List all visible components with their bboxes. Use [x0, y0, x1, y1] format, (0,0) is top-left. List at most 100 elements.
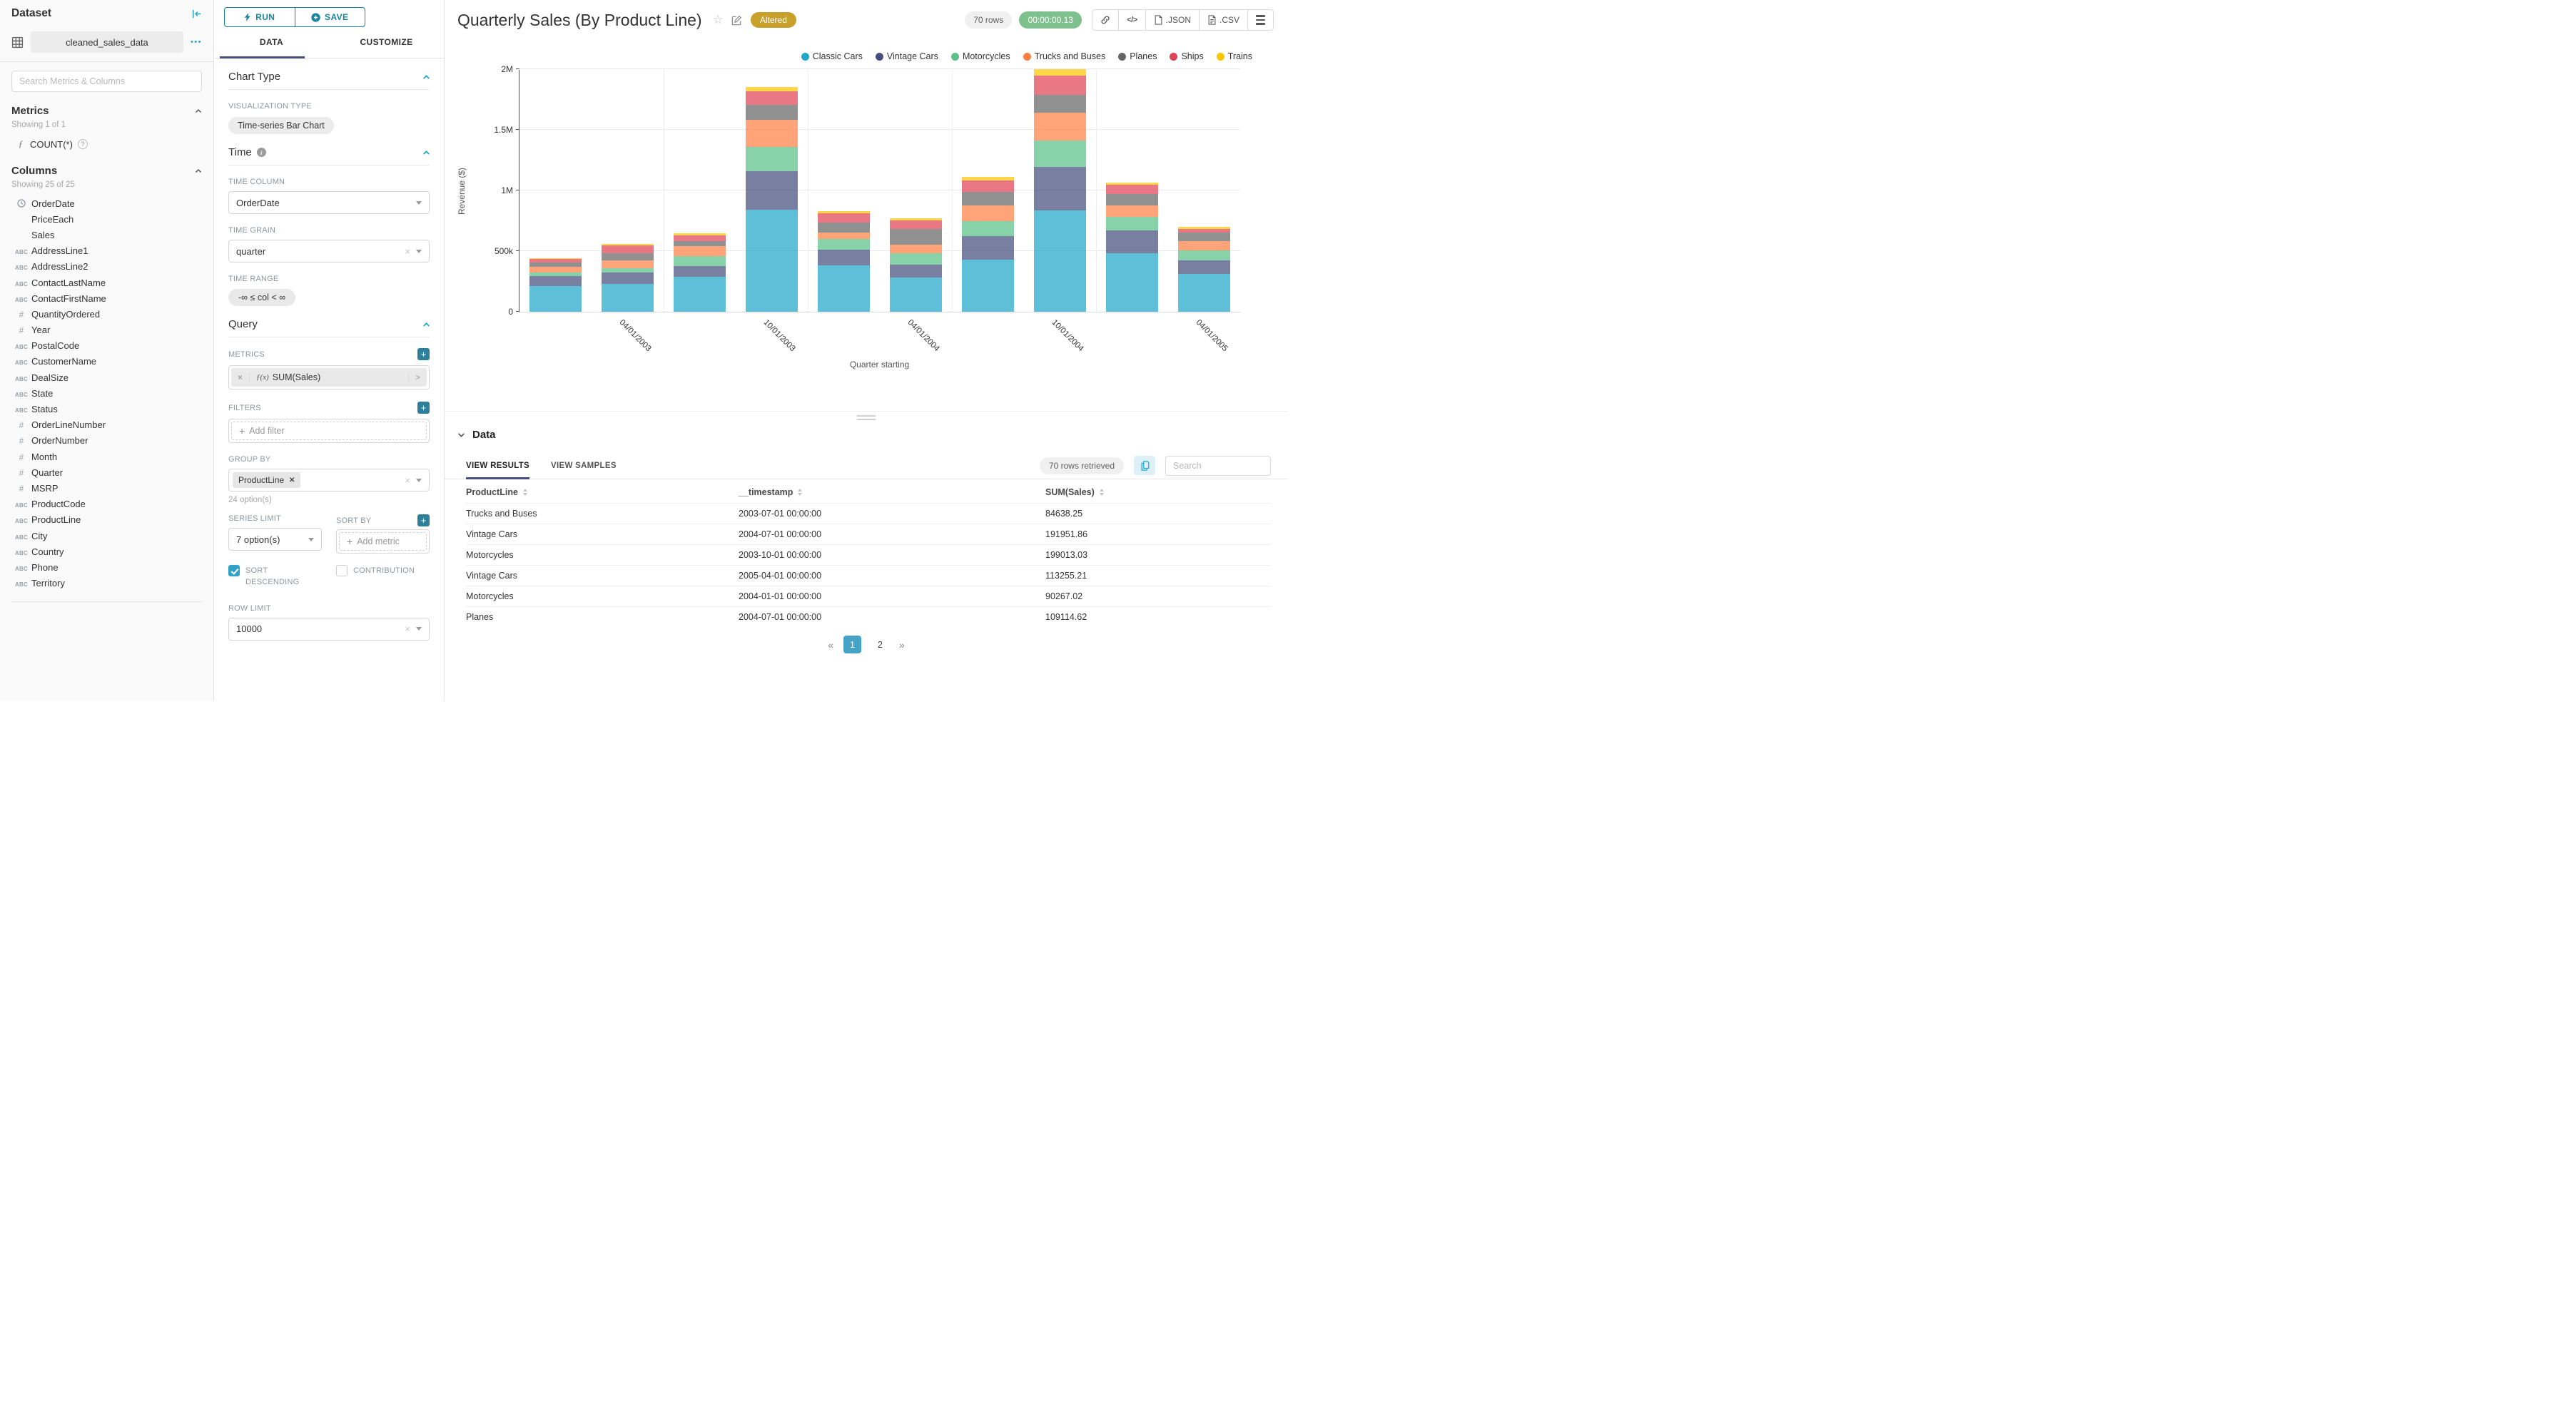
column-list-item[interactable]: ABC Territory — [0, 576, 213, 591]
chevron-right-icon[interactable]: > — [407, 372, 427, 382]
bar-segment[interactable] — [1178, 228, 1230, 233]
table-search-input[interactable] — [1165, 455, 1271, 476]
bar-segment[interactable] — [1034, 94, 1086, 113]
column-list-item[interactable]: ABC ProductCode — [0, 496, 213, 512]
bar-segment[interactable] — [674, 233, 726, 235]
pagination-next[interactable]: » — [899, 638, 905, 651]
column-list-item[interactable]: ABC Country — [0, 544, 213, 559]
save-button[interactable]: SAVE — [294, 8, 365, 26]
bar-segment[interactable] — [529, 286, 582, 312]
column-list-item[interactable]: Sales — [0, 227, 213, 243]
bar-segment[interactable] — [818, 211, 870, 213]
bar-segment[interactable] — [1034, 210, 1086, 312]
column-list-item[interactable]: # OrderNumber — [0, 433, 213, 449]
resize-handle[interactable] — [856, 415, 876, 420]
bar-segment[interactable] — [746, 119, 798, 148]
row-limit-select[interactable]: 10000 × — [228, 617, 430, 641]
bar-segment[interactable] — [1034, 113, 1086, 141]
stacked-bar[interactable] — [1178, 227, 1230, 312]
bar-segment[interactable] — [818, 223, 870, 233]
group-by-select[interactable]: ProductLine ✕ × — [228, 469, 430, 491]
pagination-prev[interactable]: « — [828, 638, 833, 651]
table-column-header[interactable]: SUM(Sales) — [1045, 487, 1271, 497]
bar-segment[interactable] — [674, 256, 726, 266]
legend-item[interactable]: Planes — [1118, 51, 1157, 61]
copy-link-button[interactable] — [1092, 10, 1119, 30]
column-list-item[interactable]: # MSRP — [0, 480, 213, 496]
bar-segment[interactable] — [602, 272, 654, 284]
bar-segment[interactable] — [602, 253, 654, 260]
bar-segment[interactable] — [962, 205, 1014, 222]
bar-segment[interactable] — [962, 176, 1014, 180]
chevron-up-icon[interactable] — [195, 168, 202, 175]
series-limit-select[interactable]: 7 option(s) — [228, 528, 322, 551]
bar-segment[interactable] — [890, 228, 942, 245]
stacked-bar[interactable] — [1106, 182, 1158, 312]
bar-segment[interactable] — [1178, 260, 1230, 275]
bar-segment[interactable] — [1106, 185, 1158, 195]
bar-segment[interactable] — [1178, 227, 1230, 229]
bar-segment[interactable] — [674, 276, 726, 312]
tab-data[interactable]: DATA — [214, 37, 329, 58]
sort-descending-checkbox[interactable] — [228, 565, 240, 576]
add-metric-button[interactable]: + — [417, 348, 430, 360]
table-column-header[interactable]: __timestamp — [739, 487, 1045, 497]
metric-item[interactable]: ƒ COUNT(*) ? — [11, 138, 202, 150]
bar-segment[interactable] — [1106, 253, 1158, 312]
bar-segment[interactable] — [746, 171, 798, 210]
legend-item[interactable]: Classic Cars — [801, 51, 863, 61]
bar-segment[interactable] — [890, 218, 942, 220]
bar-segment[interactable] — [818, 239, 870, 250]
contribution-checkbox[interactable] — [336, 565, 348, 576]
chevron-up-icon[interactable] — [195, 108, 202, 115]
bar-segment[interactable] — [962, 236, 1014, 260]
bar-segment[interactable] — [746, 210, 798, 312]
bar-segment[interactable] — [529, 272, 582, 277]
bar-segment[interactable] — [1178, 250, 1230, 261]
time-column-select[interactable]: OrderDate — [228, 191, 430, 214]
bar-segment[interactable] — [602, 283, 654, 312]
bar-segment[interactable] — [602, 268, 654, 273]
stacked-bar[interactable] — [746, 87, 798, 312]
bar-segment[interactable] — [674, 235, 726, 241]
legend-item[interactable]: Motorcycles — [950, 51, 1010, 61]
column-list-item[interactable]: PriceEach — [0, 211, 213, 227]
bar-segment[interactable] — [890, 220, 942, 229]
stacked-bar[interactable] — [890, 218, 942, 312]
bar-segment[interactable] — [962, 221, 1014, 237]
bar-segment[interactable] — [602, 243, 654, 246]
column-list-item[interactable]: # Quarter — [0, 464, 213, 480]
bar-segment[interactable] — [890, 264, 942, 278]
column-list-item[interactable]: ABC Status — [0, 401, 213, 417]
tab-view-samples[interactable]: VIEW SAMPLES — [551, 461, 617, 470]
chevron-up-icon[interactable] — [422, 149, 430, 156]
bar-segment[interactable] — [746, 147, 798, 172]
stacked-bar[interactable] — [1034, 69, 1086, 312]
chevron-up-icon[interactable] — [422, 73, 430, 81]
remove-tag-icon[interactable]: ✕ — [289, 476, 295, 484]
stacked-bar[interactable] — [674, 233, 726, 312]
bar-segment[interactable] — [674, 246, 726, 257]
visualization-type-value[interactable]: Time-series Bar Chart — [228, 117, 334, 134]
stacked-bar[interactable] — [529, 258, 582, 312]
altered-badge[interactable]: Altered — [750, 12, 796, 28]
bar-segment[interactable] — [746, 91, 798, 106]
group-by-tag-productline[interactable]: ProductLine ✕ — [233, 472, 301, 488]
bar-segment[interactable] — [1034, 141, 1086, 167]
time-grain-select[interactable]: quarter × — [228, 240, 430, 263]
bar-segment[interactable] — [674, 240, 726, 247]
column-list-item[interactable]: # Month — [0, 449, 213, 464]
edit-properties-icon[interactable] — [731, 15, 742, 26]
bar-segment[interactable] — [890, 244, 942, 253]
add-filter-dropzone[interactable]: + Add filter — [231, 422, 427, 440]
bar-segment[interactable] — [529, 262, 582, 267]
column-list-item[interactable]: ABC ContactFirstName — [0, 290, 213, 306]
column-list-item[interactable]: # OrderLineNumber — [0, 417, 213, 433]
bar-segment[interactable] — [746, 105, 798, 120]
add-sort-metric-button[interactable]: + — [417, 514, 430, 526]
dataset-options-icon[interactable]: ••• — [190, 38, 202, 46]
collapse-panel-icon[interactable] — [191, 9, 202, 19]
bar-segment[interactable] — [602, 260, 654, 268]
bar-segment[interactable] — [529, 266, 582, 272]
column-list-item[interactable]: ABC PostalCode — [0, 338, 213, 354]
